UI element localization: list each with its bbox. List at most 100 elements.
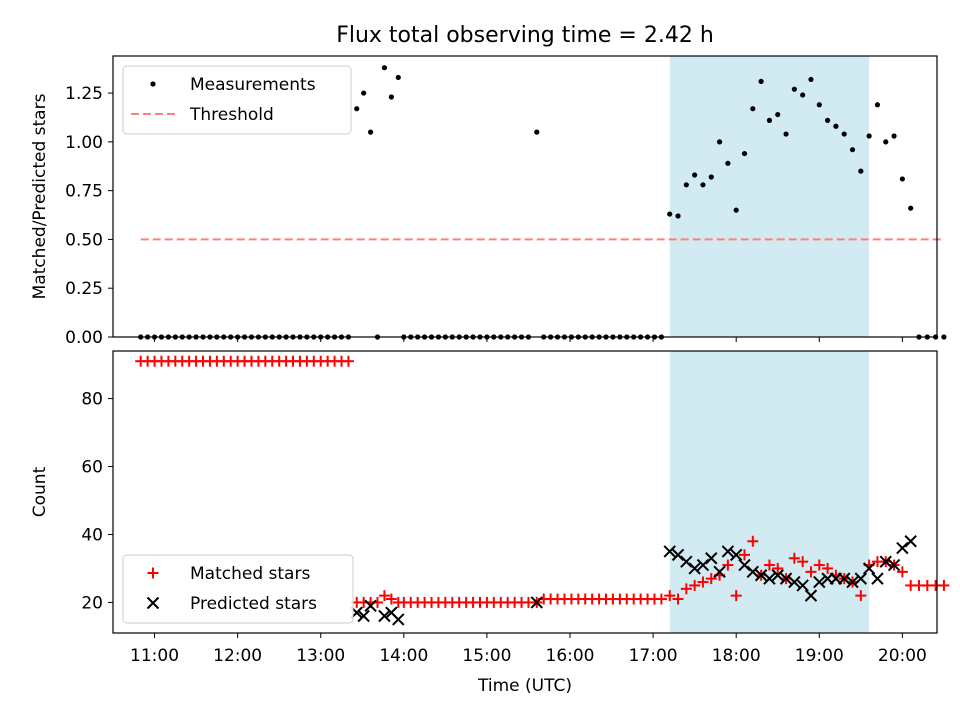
measurement-point [683, 182, 689, 188]
matched-star-marker [664, 590, 676, 602]
legend-predicted-marker [146, 596, 160, 610]
top-axes-frame [112, 55, 938, 338]
predicted-star-marker [854, 572, 868, 585]
y-tick-label: 60 [81, 458, 103, 478]
x-tick-label: 11:00 [130, 646, 179, 666]
measurement-point [783, 131, 789, 137]
x-tick-label: 12:00 [213, 646, 262, 666]
matched-star-marker [385, 593, 397, 605]
x-tick-label: 13:00 [296, 646, 345, 666]
measurement-point [741, 150, 748, 157]
measurement-point [858, 168, 864, 174]
bottom-series-predicted-stars [350, 535, 917, 626]
top-legend: Measurements Threshold [122, 65, 352, 135]
measurement-point [708, 174, 714, 180]
predicted-star-marker [688, 562, 701, 575]
bottom-series-matched-stars [135, 355, 950, 608]
matched-star-marker [680, 583, 692, 595]
measurement-point [775, 111, 781, 118]
bottom-axes-frame [112, 350, 938, 634]
x-tick-label: 16:00 [546, 646, 595, 666]
measurement-point [381, 65, 388, 71]
y-tick-label: 1.00 [65, 133, 103, 153]
measurement-point [758, 78, 764, 84]
predicted-star-marker [696, 558, 710, 572]
predicted-star-marker [887, 558, 901, 572]
predicted-star-marker [663, 545, 676, 558]
chart-title: Flux total observing time = 2.42 h [336, 23, 714, 48]
measurement-point [692, 172, 698, 178]
measurement-point [800, 92, 806, 98]
x-tick-label: 17:00 [629, 646, 678, 666]
y-tick-label: 20 [81, 593, 103, 613]
legend-matched-marker [147, 567, 159, 579]
legend-measurement-marker [150, 81, 156, 87]
predicted-star-marker [779, 572, 793, 585]
matched-star-marker [722, 559, 734, 571]
matched-star-marker [938, 579, 950, 591]
measurement-point [675, 213, 681, 219]
matched-star-marker [822, 562, 834, 574]
matched-star-marker [655, 593, 667, 605]
bottom-y-axis-label: Count [30, 466, 50, 517]
measurement-point [841, 131, 847, 137]
matched-star-marker [896, 566, 908, 578]
matched-star-marker [730, 590, 742, 602]
measurement-point [766, 117, 773, 123]
matched-star-marker [342, 355, 354, 367]
measurement-point [824, 117, 831, 123]
matched-star-marker [805, 566, 817, 578]
matched-star-marker [788, 552, 800, 564]
measurement-point [874, 102, 881, 108]
x-tick-label: 15:00 [462, 646, 511, 666]
predicted-star-marker [862, 562, 876, 575]
matched-star-marker [689, 579, 701, 591]
predicted-star-marker [721, 545, 735, 558]
predicted-star-marker [357, 609, 370, 623]
predicted-star-marker [671, 548, 685, 562]
matched-star-marker [672, 593, 684, 605]
legend-label: Predicted stars [190, 594, 317, 614]
bottom-panel: 11:00 12:00 13:00 14:00 15:00 16:00 17:00 18:00… [30, 350, 950, 696]
measurement-point [361, 90, 367, 96]
matched-star-marker [739, 549, 751, 561]
predicted-star-marker [879, 555, 892, 568]
predicted-star-marker [746, 565, 760, 579]
predicted-star-marker [530, 596, 543, 609]
matched-star-marker [772, 562, 784, 574]
y-tick-label: 80 [81, 390, 103, 410]
y-tick-label: 0.25 [65, 279, 103, 299]
measurement-point [733, 207, 739, 213]
matched-star-marker [705, 573, 717, 585]
predicted-star-marker [754, 569, 768, 582]
top-y-axis-label: Matched/Predicted stars [30, 93, 50, 299]
legend-label: Threshold [189, 105, 274, 125]
predicted-star-marker [846, 575, 859, 589]
measurement-point [808, 76, 814, 83]
measurement-point [750, 106, 756, 112]
y-tick-label: 0.00 [65, 328, 103, 348]
predicted-star-marker [896, 541, 909, 555]
predicted-star-marker [763, 572, 776, 585]
measurement-point [899, 176, 905, 182]
predicted-star-marker [838, 572, 851, 585]
predicted-star-marker [378, 609, 391, 623]
matched-star-marker [797, 556, 809, 568]
matched-star-marker [747, 535, 759, 547]
predicted-star-marker [738, 558, 751, 572]
measurement-point [354, 106, 360, 112]
y-tick-label: 0.75 [65, 182, 103, 202]
bottom-shaded-interval [669, 351, 870, 633]
measurement-point [866, 133, 872, 139]
measurement-point [534, 129, 540, 135]
matched-star-marker [855, 590, 867, 602]
measurement-point [700, 182, 706, 188]
matched-star-marker [813, 559, 825, 571]
bottom-legend: Matched stars Predicted stars [122, 554, 354, 624]
predicted-star-marker [771, 569, 784, 582]
predicted-star-marker [392, 613, 405, 626]
measurement-point [908, 205, 914, 211]
predicted-star-marker [804, 589, 818, 602]
measurement-point [833, 123, 839, 129]
predicted-star-marker [729, 548, 743, 562]
